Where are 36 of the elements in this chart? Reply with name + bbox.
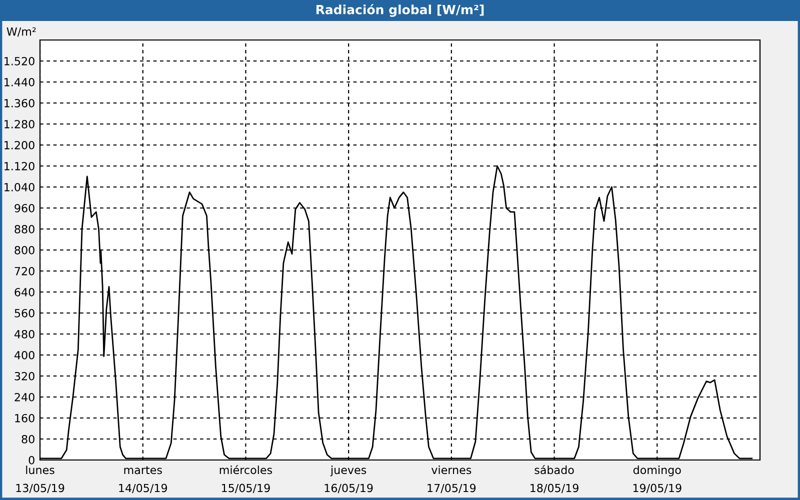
x-tick-label: 13/05/19: [16, 484, 64, 494]
x-tick-label: 15/05/19: [222, 484, 270, 494]
y-tick-label: 240: [14, 392, 34, 402]
text: jueves: [330, 466, 366, 476]
y-tick-label: 80: [22, 434, 34, 444]
y-tick-label: 560: [14, 308, 34, 318]
text: sábado: [534, 465, 574, 474]
y-tick-label: 720: [14, 266, 34, 276]
y-axis-title: W/m²: [6, 27, 36, 37]
y-tick-label: 160: [15, 414, 34, 422]
text: martes: [124, 466, 162, 474]
text: domingo: [633, 466, 681, 476]
y-tick-label: 480: [14, 330, 34, 338]
y-tick-label: 320: [14, 372, 34, 380]
chart-title: Radiación global [W/m²]: [316, 4, 484, 17]
y-tick-label: 1.280: [4, 120, 34, 128]
y-tick-label: 1.200: [4, 140, 34, 150]
y-tick-label: 1.360: [4, 98, 34, 108]
x-tick-label: 14/05/19: [119, 484, 168, 494]
y-tick-label: 1.120: [4, 162, 34, 170]
text: miércoles: [220, 465, 272, 474]
y-tick-label: 400: [14, 350, 34, 360]
text: viernes: [431, 466, 472, 474]
x-tick-label: 16/05/19: [324, 484, 373, 494]
y-tick-label: 640: [14, 288, 34, 296]
y-tick-label: 960: [14, 204, 34, 212]
y-tick-label: 0: [28, 456, 34, 464]
y-tick-label: 1.520: [4, 56, 34, 66]
y-tick-label: 800: [14, 246, 34, 254]
x-tick-label: 19/05/19: [633, 484, 682, 494]
text: lunes: [26, 466, 54, 474]
y-tick-label: 1.440: [4, 78, 34, 86]
x-tick-label: 18/05/19: [530, 484, 578, 494]
x-tick-label: 17/05/19: [428, 484, 476, 494]
y-tick-label: 1.040: [4, 182, 34, 192]
y-tick-label: 880: [14, 224, 34, 234]
